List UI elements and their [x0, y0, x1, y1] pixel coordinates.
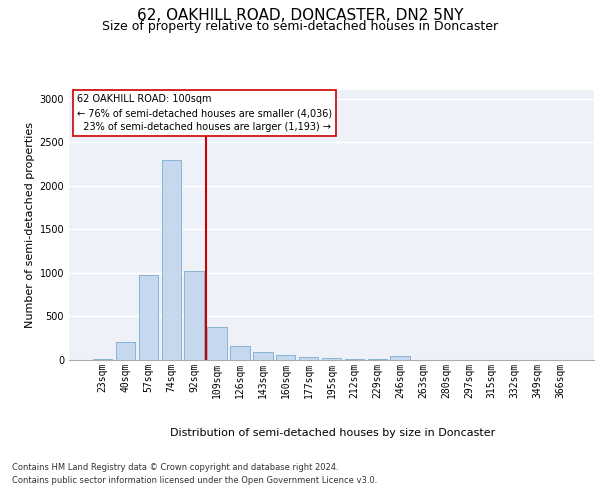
- Bar: [161, 160, 181, 360]
- Text: Contains HM Land Registry data © Crown copyright and database right 2024.: Contains HM Land Registry data © Crown c…: [12, 462, 338, 471]
- Text: 62, OAKHILL ROAD, DONCASTER, DN2 5NY: 62, OAKHILL ROAD, DONCASTER, DN2 5NY: [137, 8, 463, 22]
- Bar: [230, 346, 250, 360]
- Text: Contains public sector information licensed under the Open Government Licence v3: Contains public sector information licen…: [12, 476, 377, 485]
- Bar: [184, 271, 204, 360]
- Text: Distribution of semi-detached houses by size in Doncaster: Distribution of semi-detached houses by …: [170, 428, 496, 438]
- Y-axis label: Number of semi-detached properties: Number of semi-detached properties: [25, 122, 35, 328]
- Bar: [322, 358, 341, 360]
- Text: 62 OAKHILL ROAD: 100sqm
← 76% of semi-detached houses are smaller (4,036)
  23% : 62 OAKHILL ROAD: 100sqm ← 76% of semi-de…: [77, 94, 332, 132]
- Bar: [368, 359, 387, 360]
- Bar: [344, 358, 364, 360]
- Bar: [391, 356, 410, 360]
- Bar: [253, 352, 272, 360]
- Bar: [139, 274, 158, 360]
- Text: Size of property relative to semi-detached houses in Doncaster: Size of property relative to semi-detach…: [102, 20, 498, 33]
- Bar: [208, 327, 227, 360]
- Bar: [276, 355, 295, 360]
- Bar: [93, 358, 112, 360]
- Bar: [116, 342, 135, 360]
- Bar: [299, 357, 319, 360]
